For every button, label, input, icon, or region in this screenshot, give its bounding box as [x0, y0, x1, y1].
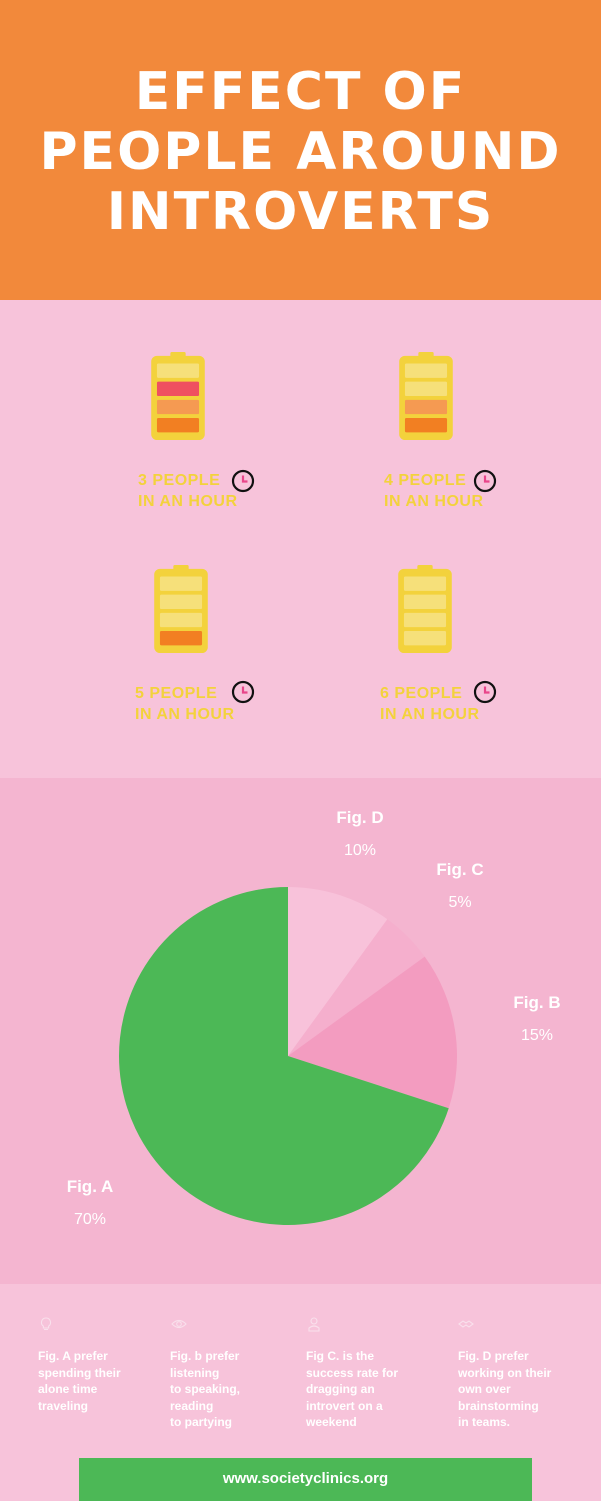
- battery-bar-filled: [156, 418, 200, 433]
- battery-bar-empty: [159, 612, 203, 628]
- battery-label: 4 PEOPLE IN AN HOUR: [384, 470, 484, 512]
- pie-slice-figd: [288, 887, 388, 1056]
- battery-section: [0, 300, 601, 778]
- battery-icon: [399, 352, 453, 440]
- pie-slice-figc: [288, 919, 425, 1056]
- pie-label-name: Fig. B: [513, 993, 561, 1012]
- battery-bar-filled: [404, 399, 448, 415]
- header: EFFECT OF PEOPLE AROUND INTROVERTS: [0, 0, 601, 300]
- battery-bar-empty: [403, 631, 447, 646]
- pie-label-percent: 70%: [73, 1211, 107, 1228]
- pie-label-percent: 10%: [343, 842, 377, 859]
- battery-item-3-people: 3 PEOPLE IN AN HOUR: [128, 352, 328, 532]
- battery-item-5-people: 5 PEOPLE IN AN HOUR: [127, 565, 327, 745]
- battery-bar-empty: [159, 576, 203, 591]
- pie-label-percent: 5%: [448, 894, 472, 911]
- battery-icon: [154, 565, 208, 653]
- battery-label-line2: IN AN HOUR: [384, 493, 484, 510]
- pie-label-name: Fig. C: [436, 860, 484, 879]
- battery-bar-filled: [404, 418, 448, 433]
- battery-item-6-people: 6 PEOPLE IN AN HOUR: [372, 565, 572, 745]
- title-line-1: EFFECT OF: [134, 62, 467, 122]
- pie-label-percent: 15%: [520, 1027, 554, 1044]
- title-line-3: INTROVERTS: [106, 182, 495, 242]
- website-link[interactable]: www.societyclinics.org: [222, 1470, 389, 1487]
- battery-bar-empty: [159, 594, 203, 609]
- battery-icon: [151, 352, 205, 440]
- battery-bar-filled: [156, 399, 200, 415]
- battery-label: 5 PEOPLE IN AN HOUR: [135, 683, 235, 725]
- battery-label-line2: IN AN HOUR: [138, 493, 238, 510]
- battery-label-line1: 5 PEOPLE: [135, 685, 218, 702]
- pie-chart-section: Fig. D 10% Fig. C 5% Fig. B 15% Fig. A 7…: [0, 778, 601, 1284]
- pie-slice-figa: [119, 887, 449, 1225]
- pie-slice-figb: [288, 956, 457, 1109]
- description-fig-b: Fig. b prefer listening to speaking, rea…: [170, 1349, 241, 1429]
- battery-bar-empty: [404, 381, 448, 396]
- battery-bar-empty: [403, 612, 447, 628]
- description-fig-a: Fig. A prefer spending their alone time …: [38, 1349, 121, 1413]
- battery-label: 6 PEOPLE IN AN HOUR: [380, 683, 480, 725]
- description-fig-c: Fig C. is the success rate for dragging …: [306, 1349, 399, 1429]
- clock-icon: [231, 469, 255, 493]
- battery-bar-empty: [156, 363, 200, 378]
- clock-icon: [473, 469, 497, 493]
- battery-label-line1: 4 PEOPLE: [384, 472, 467, 489]
- title-line-2: PEOPLE AROUND: [39, 122, 562, 182]
- pie-label-name: Fig. D: [336, 808, 384, 827]
- page-title: EFFECT OF PEOPLE AROUND INTROVERTS: [0, 62, 601, 242]
- eye-icon: [171, 1319, 187, 1329]
- description-fig-d: Fig. D prefer working on their own over …: [458, 1349, 552, 1429]
- lightbulb-icon: [40, 1317, 52, 1331]
- pie-label-fig-c: Fig. C 5%: [410, 858, 510, 916]
- battery-bar-empty: [403, 576, 447, 591]
- clock-icon: [231, 680, 255, 704]
- battery-item-4-people: 4 PEOPLE IN AN HOUR: [374, 352, 574, 532]
- battery-label-line1: 6 PEOPLE: [380, 685, 463, 702]
- battery-bar-empty: [403, 594, 447, 609]
- pie-label-name: Fig. A: [66, 1177, 114, 1196]
- handshake-icon: [458, 1320, 474, 1328]
- pie-label-fig-b: Fig. B 15%: [487, 991, 587, 1049]
- battery-label: 3 PEOPLE IN AN HOUR: [138, 470, 238, 512]
- pie-chart: [119, 887, 457, 1225]
- pie-label-fig-d: Fig. D 10%: [310, 806, 410, 864]
- person-icon: [308, 1317, 320, 1332]
- battery-bar-empty: [404, 363, 448, 378]
- battery-bar-filled: [156, 381, 200, 396]
- pie-label-fig-a: Fig. A 70%: [40, 1175, 140, 1233]
- battery-icon: [398, 565, 452, 653]
- battery-label-line1: 3 PEOPLE: [138, 472, 221, 489]
- battery-label-line2: IN AN HOUR: [135, 706, 235, 723]
- footer-url-bar[interactable]: www.societyclinics.org: [79, 1458, 532, 1501]
- clock-icon: [473, 680, 497, 704]
- battery-bar-filled: [159, 631, 203, 646]
- battery-label-line2: IN AN HOUR: [380, 706, 480, 723]
